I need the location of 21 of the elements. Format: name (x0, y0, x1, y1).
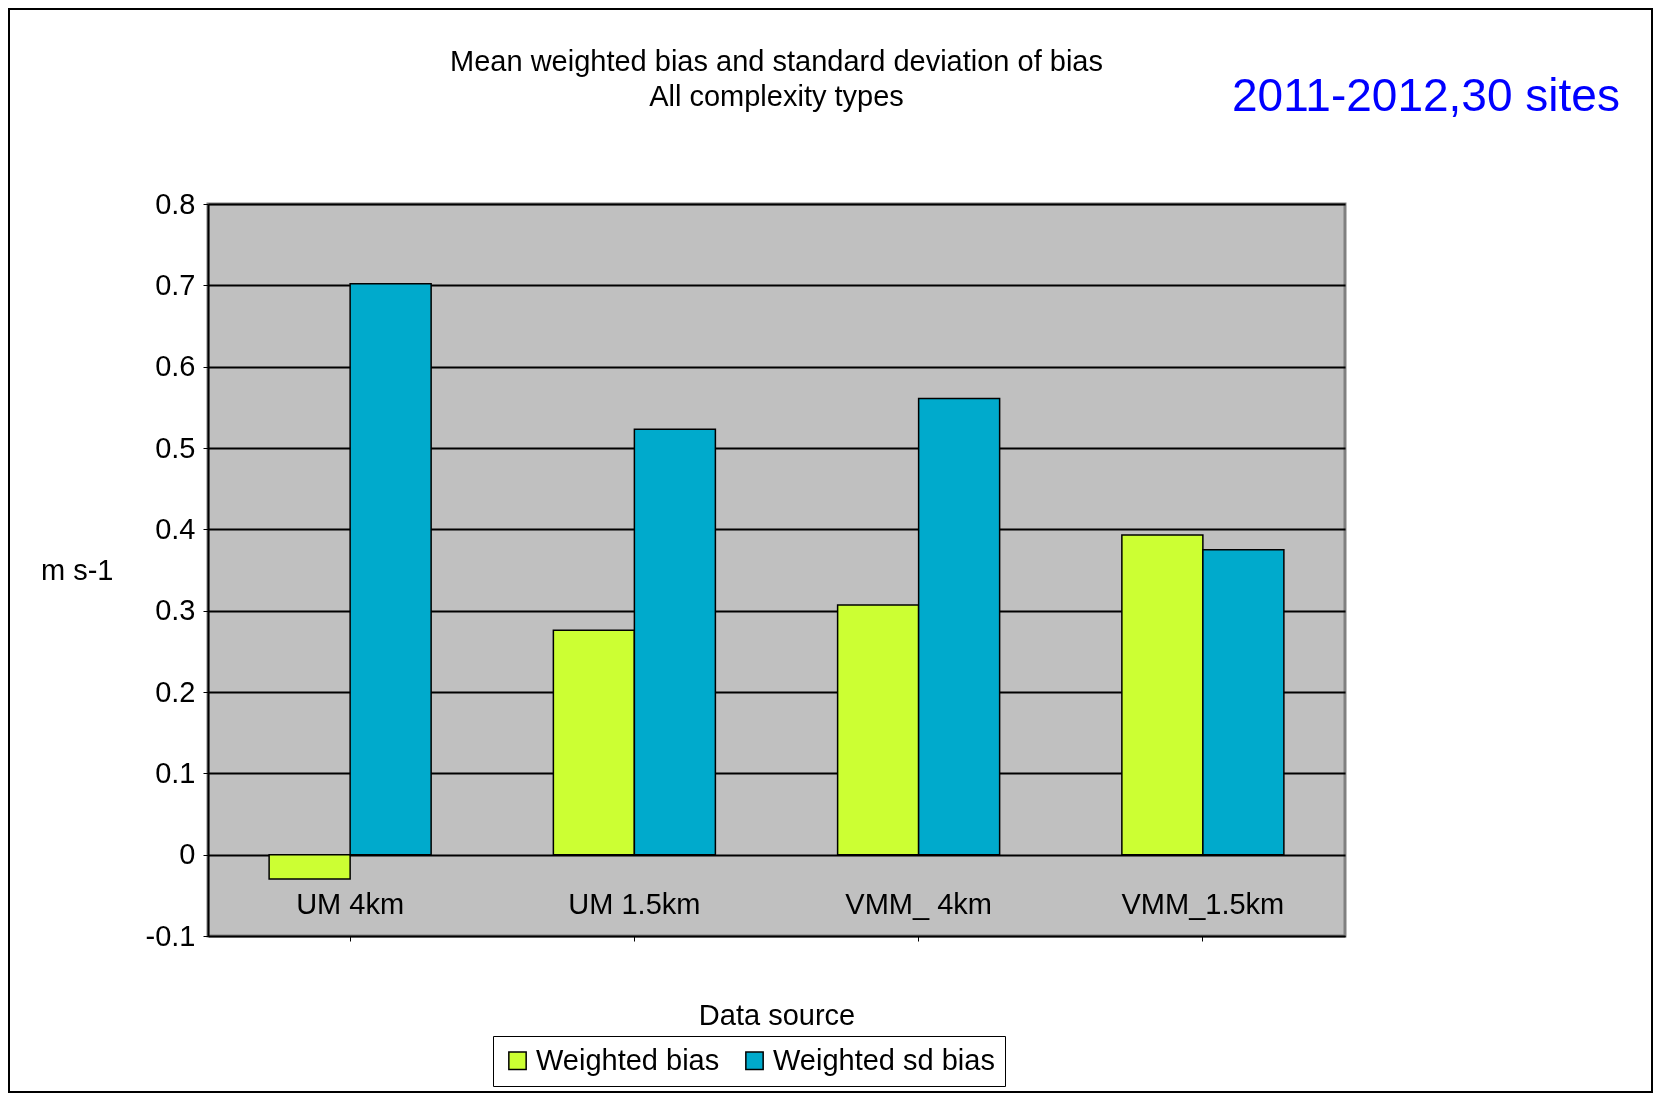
y-tick-label: 0.8 (155, 187, 196, 220)
x-tick-label: UM 1.5km (568, 887, 701, 920)
y-tick-label: -0.1 (145, 919, 196, 952)
chart-title: Mean weighted bias and standard deviation of bias (450, 45, 1103, 77)
y-tick-label: 0.1 (155, 756, 196, 789)
y-tick-label: 0.5 (155, 431, 196, 464)
y-tick-label: 0 (179, 838, 196, 871)
x-axis-title: Data source (698, 999, 856, 1031)
text: 2011-2012,30 sites (1232, 68, 1620, 122)
x-tick-label: VMM_1.5km (1121, 887, 1285, 920)
legend-label: Weighted bias (536, 1043, 720, 1076)
y-tick-label: 0.3 (155, 594, 196, 627)
y-tick-label: 0.6 (155, 350, 196, 383)
y-tick-label: 0.7 (155, 268, 196, 301)
y-tick-label: 0.4 (155, 512, 196, 545)
y-axis-title: m s-1 (41, 553, 114, 586)
x-tick-label: UM 4km (296, 887, 405, 920)
legend-label: Weighted sd bias (773, 1043, 995, 1076)
y-tick-label: 0.2 (155, 675, 196, 708)
x-tick-label: VMM_ 4km (845, 887, 992, 920)
chart-subtitle: All complexity types (649, 80, 904, 112)
